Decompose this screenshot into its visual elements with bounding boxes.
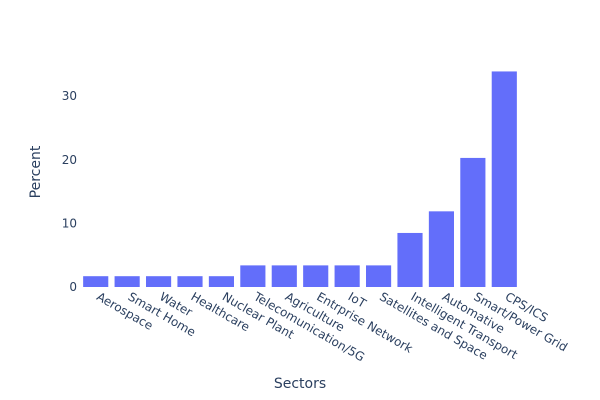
y-tick-label: 10 <box>62 216 77 230</box>
bar <box>428 211 454 287</box>
bar <box>146 276 172 287</box>
bar <box>114 276 140 287</box>
y-tick-label: 20 <box>62 153 77 167</box>
y-axis-title: Percent <box>28 145 44 198</box>
bars <box>83 71 517 288</box>
x-axis-title: Sectors <box>274 376 326 392</box>
y-tick-labels: 0 10 20 30 <box>62 89 77 294</box>
bar <box>397 232 423 287</box>
bar <box>460 157 486 287</box>
bar <box>491 71 517 288</box>
bar <box>334 265 360 287</box>
bar <box>366 265 392 287</box>
bar <box>177 276 203 287</box>
y-tick-label: 30 <box>62 89 77 103</box>
bar <box>83 276 109 287</box>
bar <box>240 265 266 287</box>
bar <box>303 265 329 287</box>
bar <box>208 276 234 287</box>
gridlines <box>80 95 520 224</box>
bar <box>271 265 297 287</box>
y-tick-label: 0 <box>69 280 77 294</box>
